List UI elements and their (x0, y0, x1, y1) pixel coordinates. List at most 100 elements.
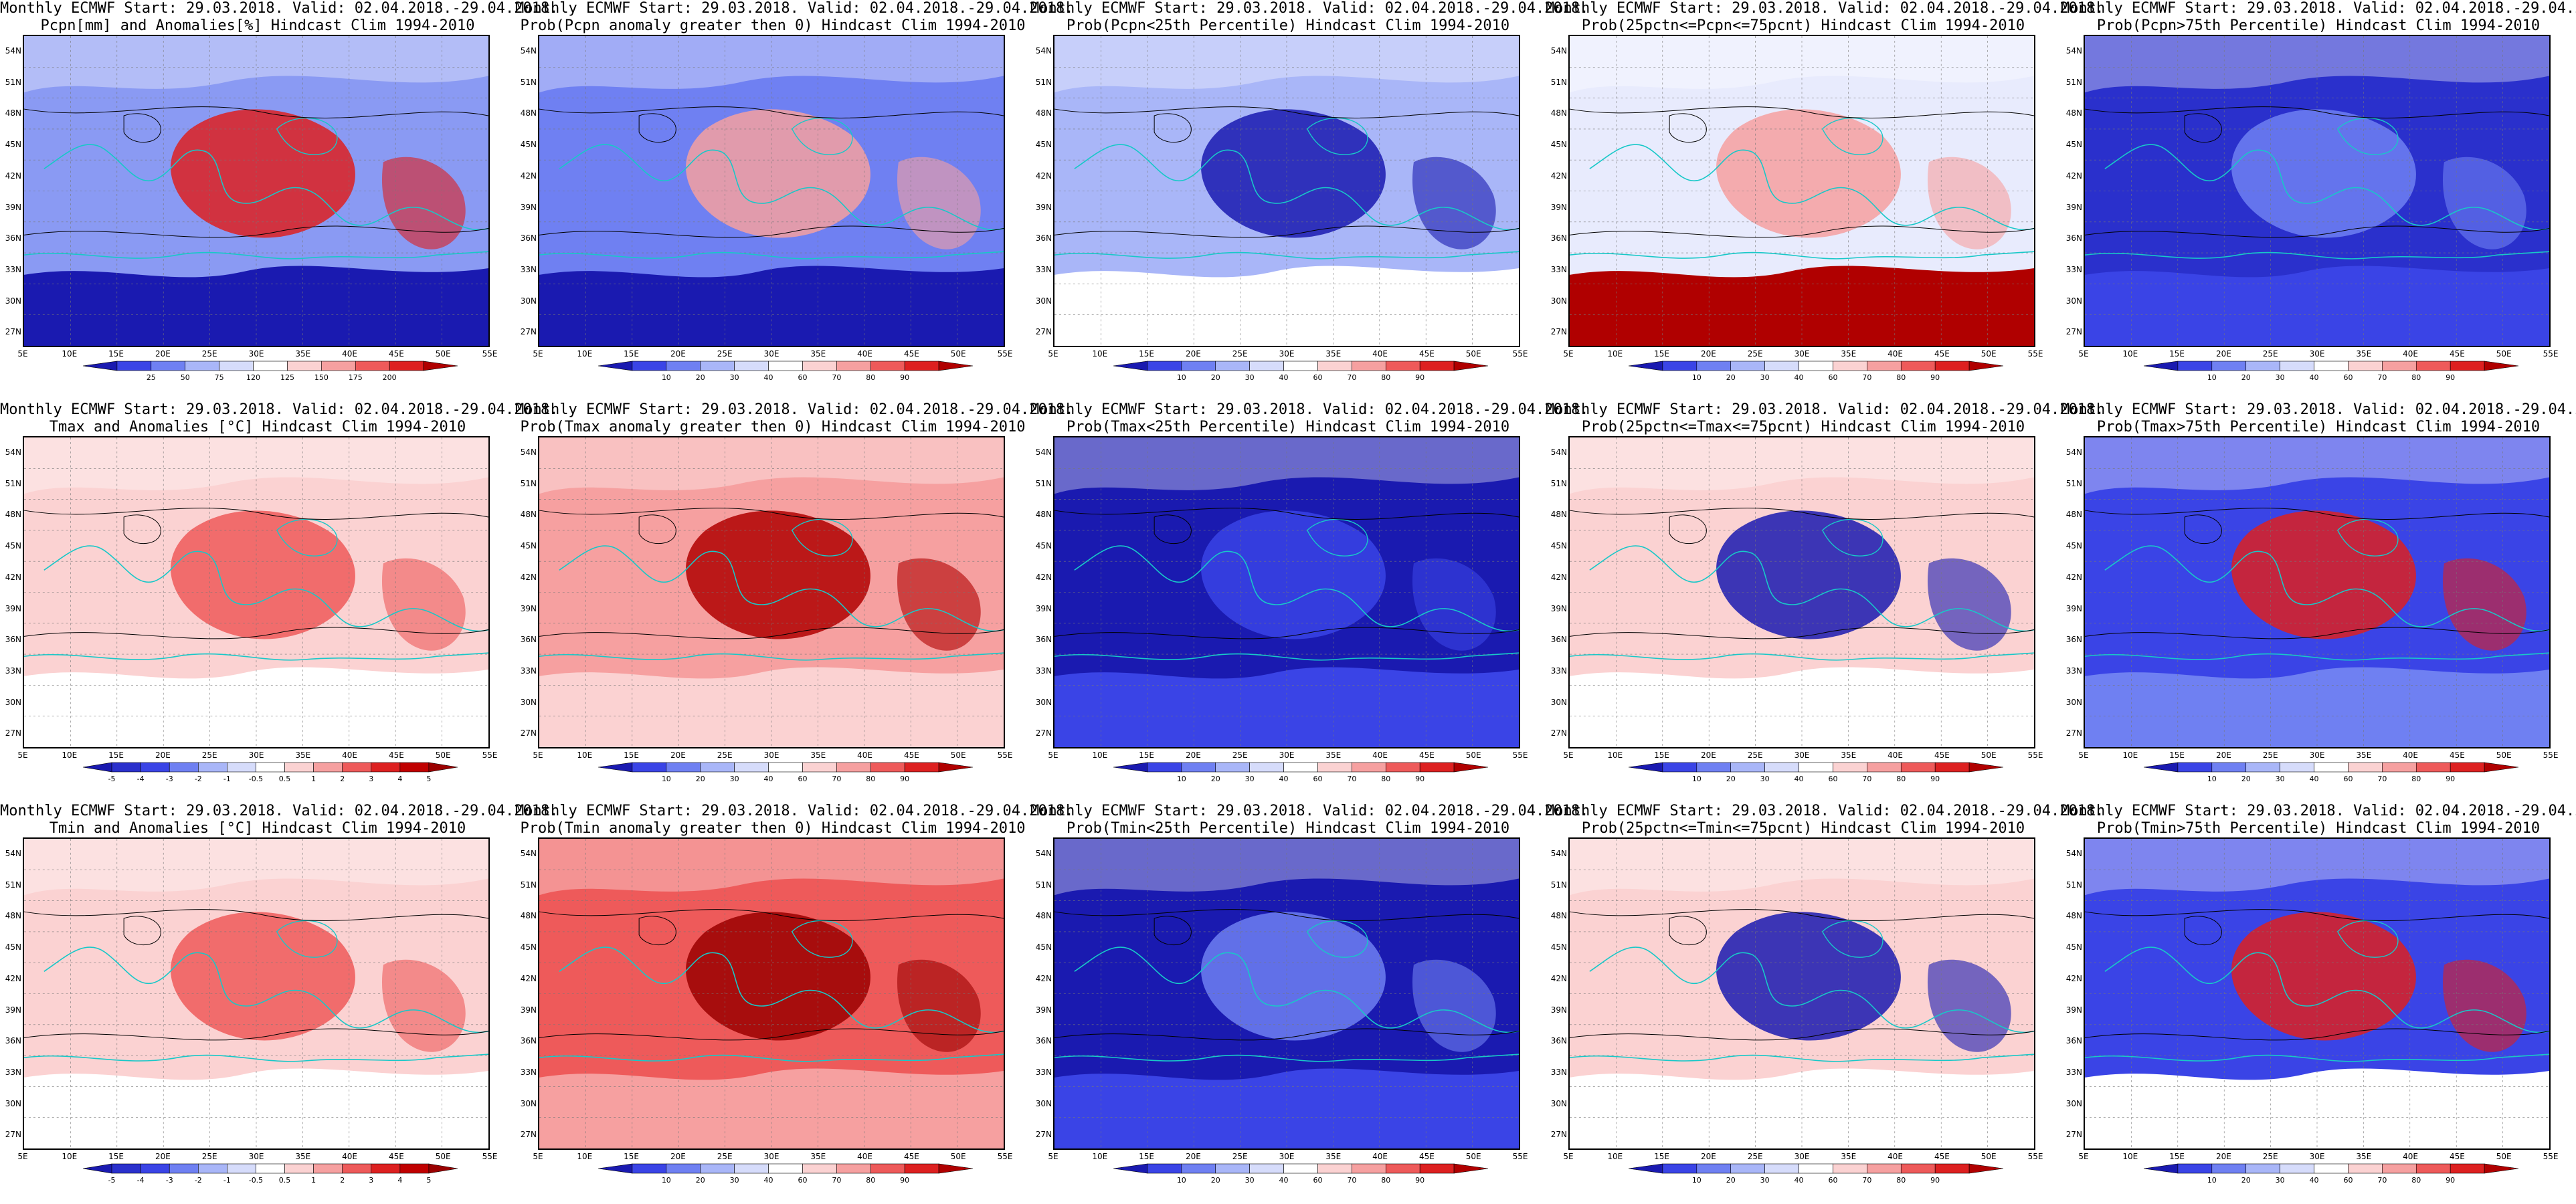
colorbar (2143, 762, 2519, 773)
colorbar-swatch (836, 762, 871, 773)
lat-tick-label: 27N (5, 1130, 21, 1140)
lat-tick-label: 36N (2065, 1036, 2082, 1046)
colorbar-swatch (1730, 1163, 1765, 1174)
colorbar-tick-label: 30 (2275, 775, 2285, 783)
colorbar-tick-label: -0.5 (248, 775, 264, 783)
colorbar-swatch (870, 762, 905, 773)
colorbar-tick-label: 4 (397, 1176, 403, 1185)
map-plot-area (1568, 837, 2035, 1150)
colorbar-swatch (1934, 361, 1970, 371)
lon-tick-label: 25E (2262, 1152, 2278, 1161)
lat-tick-label: 48N (520, 911, 537, 921)
lon-tick-label: 10E (1607, 1152, 1623, 1161)
coastline-south (24, 251, 488, 260)
lon-tick-label: 35E (1841, 750, 1857, 760)
colorbar-swatch (2280, 762, 2314, 773)
colorbar-swatch (140, 1163, 170, 1174)
lat-tick-label: 45N (1550, 541, 1567, 551)
colorbar-tick-label: 40 (1794, 373, 1804, 382)
lat-tick-label: 27N (1550, 1130, 1567, 1140)
map-panel-12: Monthly ECMWF Start: 29.03.2018. Valid: … (515, 803, 1074, 1204)
map-panel-6: Monthly ECMWF Start: 29.03.2018. Valid: … (0, 401, 558, 803)
panel-title-line2: Prob(Tmin anomaly greater then 0) Hindca… (520, 820, 1026, 837)
coastline-south (539, 251, 1004, 260)
colorbar-tick-label: 40 (1279, 1176, 1289, 1185)
lon-tick-label: 30E (1279, 1152, 1295, 1161)
colorbar-swatch (321, 361, 356, 371)
coastline-south (1054, 1054, 1519, 1062)
lon-tick-label: 45E (388, 349, 404, 359)
colorbar-swatch (185, 361, 219, 371)
colorbar-tick-label: 30 (2275, 1176, 2285, 1185)
colorbar-swatch (2450, 361, 2485, 371)
lat-tick-label: 39N (1550, 603, 1567, 613)
lon-tick-label: 10E (62, 349, 78, 359)
lat-tick-label: 33N (5, 264, 21, 274)
colorbar-swatch (2484, 361, 2519, 371)
lat-tick-label: 36N (5, 233, 21, 243)
lat-tick-label: 33N (520, 264, 537, 274)
panel-title-line2: Prob(Pcpn>75th Percentile) Hindcast Clim… (2096, 17, 2541, 34)
lon-tick-label: 40E (1888, 349, 1904, 359)
lon-tick-label: 45E (2449, 349, 2465, 359)
map-field-anomaly (1716, 109, 1901, 238)
colorbar-swatch (1352, 361, 1386, 371)
coastline-sea (1306, 518, 1368, 557)
colorbar-tick-label: 80 (866, 373, 876, 382)
coastline (43, 144, 488, 231)
lat-tick-label: 42N (520, 572, 537, 582)
coastline-south (539, 1054, 1004, 1062)
map-field-anomaly (1201, 912, 1386, 1041)
coastline (43, 946, 488, 1033)
colorbar (1628, 1163, 2004, 1174)
panel-title-line2: Pcpn[mm] and Anomalies[%] Hindcast Clim … (40, 17, 475, 34)
map-field-anomaly (171, 109, 355, 238)
lon-tick-label: 50E (1465, 750, 1481, 760)
lat-tick-label: 27N (2065, 1130, 2082, 1140)
lat-tick-label: 54N (1550, 46, 1567, 56)
colorbar-tick-label: 90 (2446, 775, 2456, 783)
coastline (1074, 545, 1519, 632)
colorbar-swatch (2211, 361, 2247, 371)
lon-tick-label: 35E (1841, 1152, 1857, 1161)
colorbar-tick-label: 80 (866, 1176, 876, 1185)
lat-tick-label: 54N (520, 447, 537, 457)
lat-tick-label: 48N (5, 108, 21, 118)
map-plot-area (1053, 837, 1520, 1150)
colorbar-swatch (2382, 762, 2417, 773)
contour-line (1154, 113, 1192, 143)
colorbar-tick-label: 30 (2275, 373, 2285, 382)
map-field-anomaly (171, 912, 355, 1041)
lon-tick-label: 20E (155, 750, 171, 760)
lon-tick-label: 25E (201, 1152, 217, 1161)
coastline (2104, 144, 2549, 231)
colorbar-tick-label: 60 (2343, 775, 2353, 783)
lon-tick-label: 15E (1139, 1152, 1155, 1161)
colorbar-swatch (355, 361, 390, 371)
lat-tick-label: 48N (520, 510, 537, 520)
lon-tick-label: 15E (1654, 1152, 1670, 1161)
lat-tick-label: 36N (1550, 1036, 1567, 1046)
colorbar-swatch (1968, 361, 2004, 371)
colorbar-tick-label: 30 (729, 373, 739, 382)
panel-title-line1: Monthly ECMWF Start: 29.03.2018. Valid: … (515, 803, 1074, 819)
colorbar-swatch (2143, 1163, 2179, 1174)
colorbar-swatch (1249, 361, 1284, 371)
colorbar-swatch (2484, 1163, 2519, 1174)
lat-tick-label: 54N (1035, 447, 1052, 457)
lat-tick-label: 42N (5, 973, 21, 983)
lon-tick-label: 30E (763, 1152, 779, 1161)
contour-line (123, 916, 161, 946)
panel-title-line1: Monthly ECMWF Start: 29.03.2018. Valid: … (1030, 803, 1589, 819)
contour-line (1570, 508, 2034, 520)
colorbar-swatch (2280, 1163, 2314, 1174)
contour-line (1669, 113, 1707, 143)
lon-tick-label: 20E (1185, 750, 1201, 760)
colorbar-tick-label: -4 (136, 775, 145, 783)
lon-tick-label: 30E (248, 750, 264, 760)
colorbar-tick-label: 20 (1726, 1176, 1736, 1185)
lat-tick-label: 48N (5, 911, 21, 921)
colorbar-swatch (1799, 1163, 1833, 1174)
coastline (1589, 545, 2034, 632)
colorbar-tick-label: 20 (2241, 1176, 2251, 1185)
